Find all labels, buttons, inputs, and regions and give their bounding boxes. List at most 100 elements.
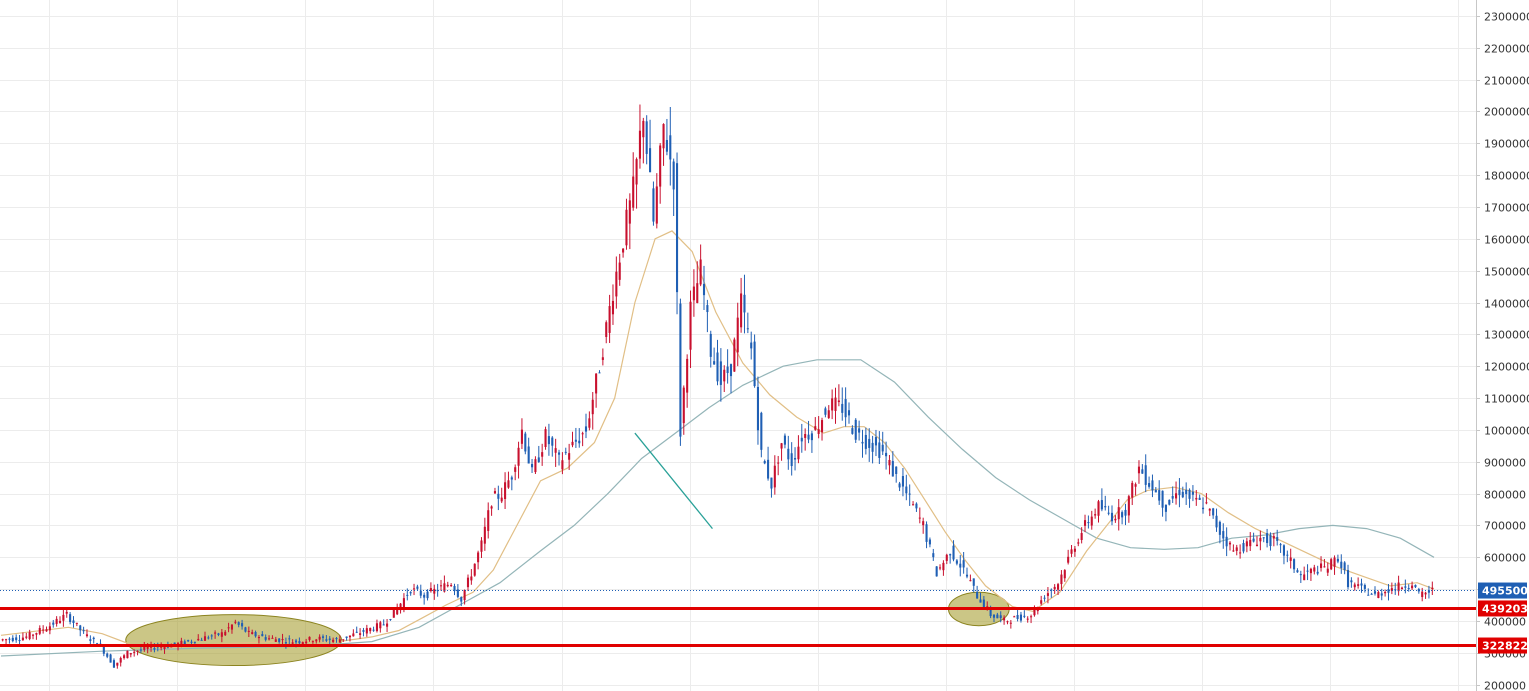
candle-body bbox=[1171, 496, 1174, 499]
candle-body bbox=[1313, 567, 1316, 572]
candle-body bbox=[1107, 512, 1110, 514]
candle-body bbox=[1198, 497, 1201, 500]
candle-body bbox=[760, 412, 763, 450]
candle-body bbox=[989, 608, 992, 617]
candle-body bbox=[861, 441, 864, 444]
candle-body bbox=[52, 622, 55, 625]
candle-body bbox=[1407, 588, 1410, 590]
candle-body bbox=[1367, 594, 1370, 596]
price-tag bbox=[1478, 582, 1527, 599]
candle-body bbox=[976, 591, 979, 599]
candle-body bbox=[311, 641, 314, 643]
y-tick-label: 200000 bbox=[1484, 680, 1526, 691]
candle-body bbox=[429, 588, 432, 592]
price-tag-label: 322822 bbox=[1482, 640, 1528, 653]
candle-body bbox=[1242, 543, 1245, 552]
candle-body bbox=[217, 633, 220, 636]
candle-body bbox=[753, 341, 756, 387]
candle-body bbox=[1151, 480, 1154, 491]
candle-body bbox=[1303, 574, 1306, 581]
candle-body bbox=[1, 639, 4, 641]
candle-body bbox=[1009, 622, 1012, 624]
candle-body bbox=[972, 578, 975, 586]
candle-body bbox=[804, 433, 807, 438]
candle-body bbox=[5, 639, 8, 641]
candle-body bbox=[1427, 590, 1430, 593]
candle-body bbox=[352, 633, 355, 637]
candle-body bbox=[601, 357, 604, 360]
candle-body bbox=[409, 592, 412, 594]
candle-body bbox=[874, 437, 878, 446]
candles bbox=[1, 104, 1434, 669]
candle-body bbox=[58, 620, 62, 623]
candle-body bbox=[925, 524, 928, 542]
candle-body bbox=[726, 366, 729, 374]
candle-body bbox=[638, 130, 641, 159]
candle-body bbox=[608, 306, 611, 333]
price-tag-label: 495500 bbox=[1482, 585, 1528, 598]
candle-body bbox=[237, 622, 240, 625]
candle-body bbox=[969, 580, 972, 582]
candle-body bbox=[1323, 566, 1326, 568]
candle-body bbox=[1175, 493, 1178, 499]
candle-body bbox=[564, 451, 567, 453]
trendline bbox=[634, 432, 713, 530]
candle-body bbox=[517, 447, 520, 466]
y-tick-label: 1600000 bbox=[1484, 234, 1529, 247]
candle-body bbox=[979, 599, 982, 603]
price-tag bbox=[1478, 600, 1527, 617]
y-tick-label: 2000000 bbox=[1484, 106, 1529, 119]
candle-body bbox=[622, 248, 625, 253]
candle-body bbox=[1400, 587, 1404, 590]
y-tick-label: 2200000 bbox=[1484, 43, 1529, 56]
candle-body bbox=[1306, 570, 1309, 572]
candle-body bbox=[433, 588, 436, 594]
candle-body bbox=[25, 636, 28, 638]
candle-body bbox=[504, 482, 507, 500]
candle-body bbox=[696, 283, 699, 303]
candle-body bbox=[419, 590, 422, 596]
candle-body bbox=[1026, 618, 1029, 620]
y-axis: 2000003000004000005000006000007000008000… bbox=[1476, 11, 1529, 691]
candle-body bbox=[75, 622, 78, 624]
candle-body bbox=[480, 540, 483, 552]
candle-body bbox=[1208, 508, 1211, 511]
candle-body bbox=[69, 614, 72, 622]
candle-body bbox=[783, 435, 786, 445]
candle-body bbox=[335, 638, 338, 640]
candle-body bbox=[298, 641, 301, 644]
candle-body bbox=[935, 566, 938, 577]
candle-body bbox=[864, 434, 867, 449]
candle-body bbox=[635, 159, 638, 185]
candle-body bbox=[254, 632, 257, 637]
candle-body bbox=[1030, 616, 1033, 618]
candle-body bbox=[1161, 490, 1164, 508]
candle-body bbox=[281, 639, 284, 641]
candle-body bbox=[1387, 589, 1390, 593]
candle-body bbox=[1357, 584, 1360, 586]
y-tick-label: 2300000 bbox=[1484, 11, 1529, 24]
candle-body bbox=[554, 448, 557, 453]
candle-body bbox=[814, 426, 817, 430]
candle-body bbox=[1316, 571, 1319, 574]
fast-ma-line bbox=[0, 230, 1435, 649]
candle-body bbox=[200, 639, 203, 641]
y-tick-label: 600000 bbox=[1484, 552, 1526, 565]
candle-body bbox=[477, 552, 480, 563]
candle-body bbox=[443, 583, 446, 592]
candle-body bbox=[379, 622, 382, 629]
candle-body bbox=[1073, 548, 1076, 552]
y-tick-label: 1200000 bbox=[1484, 361, 1529, 374]
candle-body bbox=[450, 585, 453, 587]
candle-body bbox=[949, 554, 952, 556]
candle-body bbox=[905, 486, 908, 494]
candle-body bbox=[1201, 507, 1205, 510]
candle-body bbox=[952, 545, 955, 560]
candle-body bbox=[912, 504, 915, 506]
y-tick-label: 1900000 bbox=[1484, 138, 1529, 151]
candle-body bbox=[571, 441, 574, 446]
candle-body bbox=[628, 200, 631, 224]
candle-body bbox=[1134, 484, 1137, 487]
candle-body bbox=[11, 637, 14, 642]
candle-body bbox=[62, 614, 65, 621]
